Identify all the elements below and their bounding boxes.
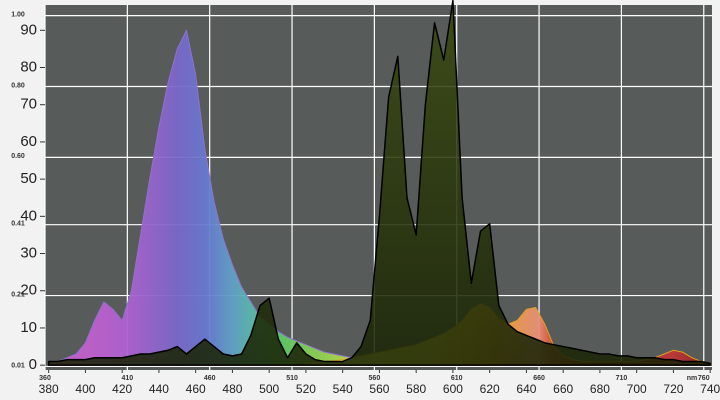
x-tick-label: 620	[480, 382, 500, 396]
y-tick-label: 80	[20, 58, 37, 75]
spectrum-area	[47, 0, 711, 366]
x-tick-label: 640	[516, 382, 536, 396]
x2-tick-label: 510	[286, 375, 298, 382]
y2-tick-label: 0.60	[11, 153, 25, 160]
y-tick-label: 70	[20, 96, 37, 113]
y-tick-label: 20	[20, 282, 37, 299]
x-tick-label: 660	[553, 382, 573, 396]
y-tick-label: 0	[29, 356, 37, 373]
y-tick-label: 50	[20, 170, 37, 187]
x-tick-label: 480	[222, 382, 242, 396]
x2-tick-label: 610	[451, 375, 463, 382]
x-tick-label: 680	[590, 382, 610, 396]
y2-tick-label: 0.41	[11, 221, 25, 228]
x-tick-label: 440	[149, 382, 169, 396]
y-tick-label: 30	[20, 245, 37, 262]
x2-tick-label: 710	[616, 375, 628, 382]
x2-tick-label: 760	[698, 375, 710, 382]
x-tick-label: 580	[406, 382, 426, 396]
y-tick-label: 40	[20, 207, 37, 224]
y2-tick-label: 0.21	[11, 291, 25, 298]
x-tick-label: 520	[296, 382, 316, 396]
y-tick-label: 90	[20, 21, 37, 38]
y2-tick-label: 1.00	[11, 11, 25, 18]
x2-tick-label: 560	[369, 375, 381, 382]
x-tick-label: 600	[443, 382, 463, 396]
x-tick-label: 460	[186, 382, 206, 396]
x2-tick-label: 410	[122, 375, 134, 382]
x-tick-label: 400	[75, 382, 95, 396]
x-tick-label: 720	[663, 382, 683, 396]
x2-tick-label: 660	[533, 375, 545, 382]
x-tick-label: 740	[700, 382, 720, 396]
x2-unit: nm	[687, 375, 698, 382]
x-tick-label: 700	[627, 382, 647, 396]
x2-tick-label: 360	[39, 375, 51, 382]
x-tick-label: 500	[259, 382, 279, 396]
x-tick-label: 380	[39, 382, 59, 396]
x-tick-label: 540	[333, 382, 353, 396]
x-tick-label: 420	[112, 382, 132, 396]
x2-tick-label: 460	[204, 375, 216, 382]
y2-tick-label: 0.01	[11, 362, 25, 369]
y-tick-label: 10	[20, 319, 37, 336]
spectra	[47, 0, 711, 366]
x-tick-label: 560	[369, 382, 389, 396]
y-tick-label: 60	[20, 133, 37, 150]
y2-tick-label: 0.80	[11, 82, 25, 89]
